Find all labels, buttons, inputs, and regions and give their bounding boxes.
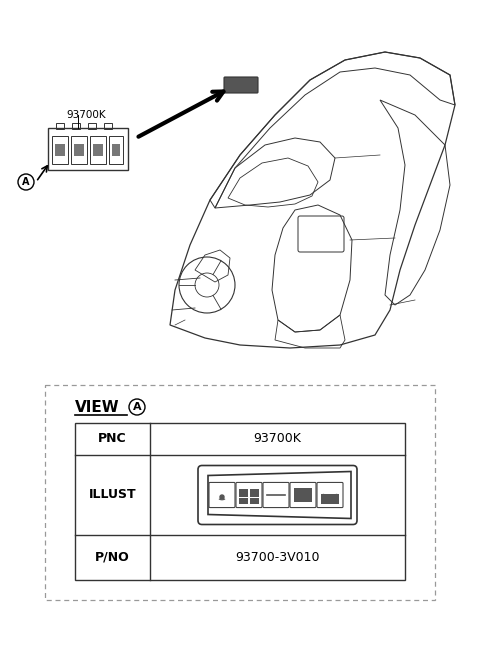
Bar <box>72 123 80 129</box>
Bar <box>88 123 96 129</box>
Bar <box>250 498 259 504</box>
Bar <box>75 423 405 580</box>
Text: 93700-3V010: 93700-3V010 <box>235 551 320 564</box>
Bar <box>294 488 312 502</box>
Text: A: A <box>22 177 30 187</box>
Bar <box>93 144 103 156</box>
Text: A: A <box>132 402 141 412</box>
Bar <box>52 136 68 164</box>
Bar <box>239 498 248 504</box>
Bar <box>250 489 259 496</box>
Text: 93700K: 93700K <box>253 432 301 445</box>
Text: P/NO: P/NO <box>95 551 130 564</box>
Text: VIEW: VIEW <box>75 400 120 415</box>
Bar <box>109 136 123 164</box>
Bar <box>239 489 248 496</box>
Bar <box>71 136 87 164</box>
Text: PNC: PNC <box>98 432 127 445</box>
Text: ILLUST: ILLUST <box>89 489 136 502</box>
Bar <box>321 494 339 504</box>
Bar <box>45 385 435 600</box>
Bar <box>90 136 106 164</box>
Bar <box>104 123 112 129</box>
Text: 93700K: 93700K <box>66 110 106 120</box>
Circle shape <box>220 495 224 499</box>
Bar <box>48 128 128 170</box>
Bar <box>56 123 64 129</box>
Bar <box>55 144 65 156</box>
Bar <box>112 144 120 156</box>
Bar <box>74 144 84 156</box>
FancyBboxPatch shape <box>224 77 258 93</box>
